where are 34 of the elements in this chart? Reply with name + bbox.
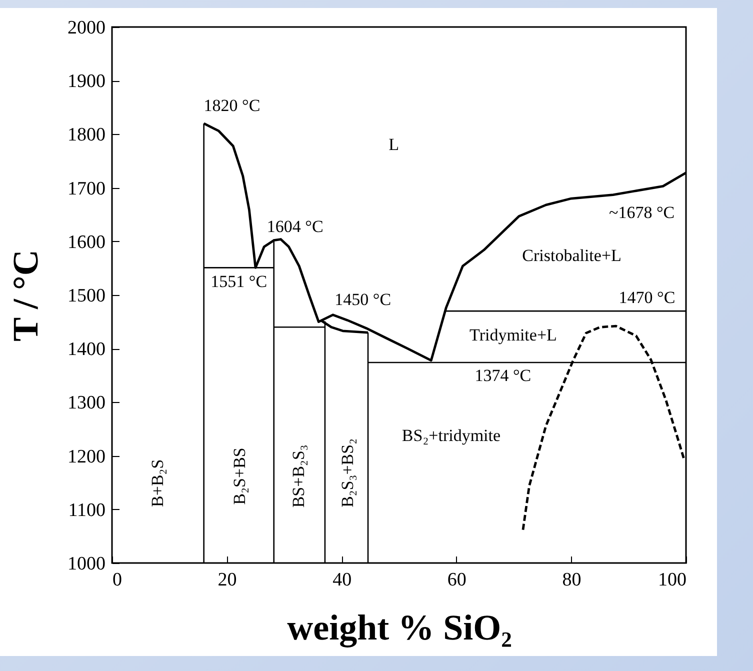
y-tick-label: 2000	[68, 18, 106, 38]
y-tick-label: 1200	[68, 446, 106, 468]
annotation: 1470 °C	[618, 288, 676, 308]
y-tick-label: 1400	[68, 339, 106, 360]
annotation: 1820 °C	[204, 96, 260, 115]
y-tick-label: 1700	[68, 178, 106, 200]
annotation: 1374 °C	[474, 366, 532, 385]
x-tick-label: 60	[447, 570, 466, 590]
annotation: B+B₂S	[148, 459, 167, 507]
x-tick-label: 80	[562, 570, 582, 590]
x-tick-label: 0	[112, 570, 122, 590]
annotation: 1551 °C	[210, 272, 268, 292]
annotation: L	[388, 134, 400, 154]
x-tick-label: 40	[332, 570, 352, 590]
y-tick-label: 1300	[68, 392, 106, 414]
annotation: ~1678 °C	[609, 202, 675, 222]
x-tick-label: 100	[658, 570, 686, 590]
x-axis-title: weight % SiO₂	[287, 608, 512, 648]
y-tick-label: 1900	[68, 71, 106, 92]
annotation: B₂S+BS	[230, 448, 249, 505]
annotation: B₂S₃+BS₂	[338, 438, 357, 508]
annotation: Cristobalite+L	[522, 246, 622, 265]
y-tick-label: 1600	[68, 232, 106, 253]
annotation: BS₂+tridymite	[402, 426, 501, 445]
y-axis-title: T / °C	[6, 250, 46, 342]
y-tick-label: 1100	[68, 500, 106, 521]
annotation: 1604 °C	[266, 216, 324, 236]
x-tick-label: 20	[218, 570, 237, 590]
annotation: 1450 °C	[334, 290, 392, 309]
y-tick-label: 1800	[68, 124, 106, 146]
annotation: BS+B₂S₃	[289, 444, 308, 508]
annotation: Tridymite+L	[470, 326, 557, 345]
y-tick-label: 1000	[68, 554, 106, 574]
y-tick-label: 1500	[68, 286, 106, 306]
